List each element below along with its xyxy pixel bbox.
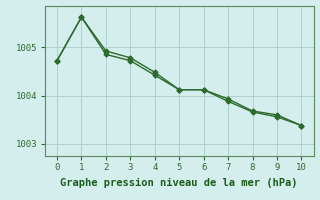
X-axis label: Graphe pression niveau de la mer (hPa): Graphe pression niveau de la mer (hPa) bbox=[60, 178, 298, 188]
